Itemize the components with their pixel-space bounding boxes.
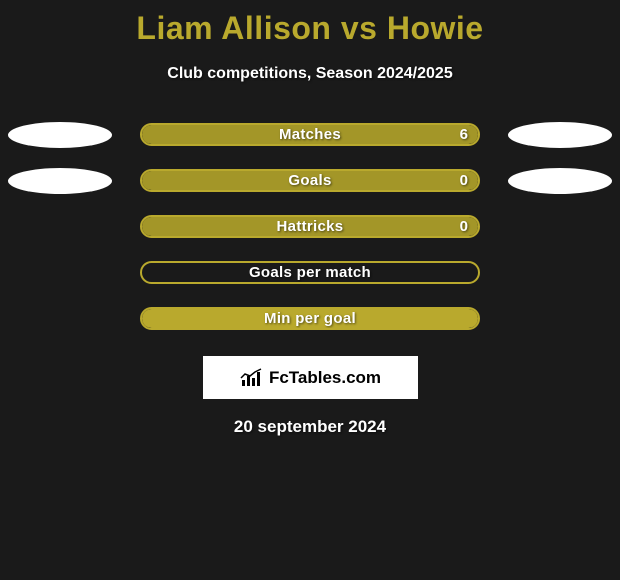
stat-bar: Hattricks0 [140,215,480,238]
stat-row: Hattricks0 [0,215,620,238]
stat-label: Min per goal [142,309,478,328]
footer-date: 20 september 2024 [234,417,386,437]
stat-row: Min per goal [0,307,620,330]
logo-box[interactable]: FcTables.com [203,356,418,399]
stat-label: Goals [142,171,478,190]
page-title: Liam Allison vs Howie [136,10,483,47]
player1-ellipse [8,168,112,194]
stat-row: Goals0 [0,169,620,192]
stat-bar: Goals per match [140,261,480,284]
stat-row: Matches6 [0,123,620,146]
stat-label: Hattricks [142,217,478,236]
chart-icon [239,368,265,388]
stat-bar: Matches6 [140,123,480,146]
logo-text: FcTables.com [269,368,381,388]
stat-label: Goals per match [142,263,478,282]
player2-ellipse [508,168,612,194]
stat-value-right: 0 [460,171,468,190]
stat-value-right: 0 [460,217,468,236]
comparison-card: Liam Allison vs Howie Club competitions,… [0,0,620,437]
stat-rows: Matches6Goals0Hattricks0Goals per matchM… [0,123,620,330]
player2-ellipse [508,122,612,148]
stat-row: Goals per match [0,261,620,284]
stat-bar: Goals0 [140,169,480,192]
page-subtitle: Club competitions, Season 2024/2025 [167,65,452,83]
stat-value-right: 6 [460,125,468,144]
stat-label: Matches [142,125,478,144]
stat-bar: Min per goal [140,307,480,330]
player1-ellipse [8,122,112,148]
